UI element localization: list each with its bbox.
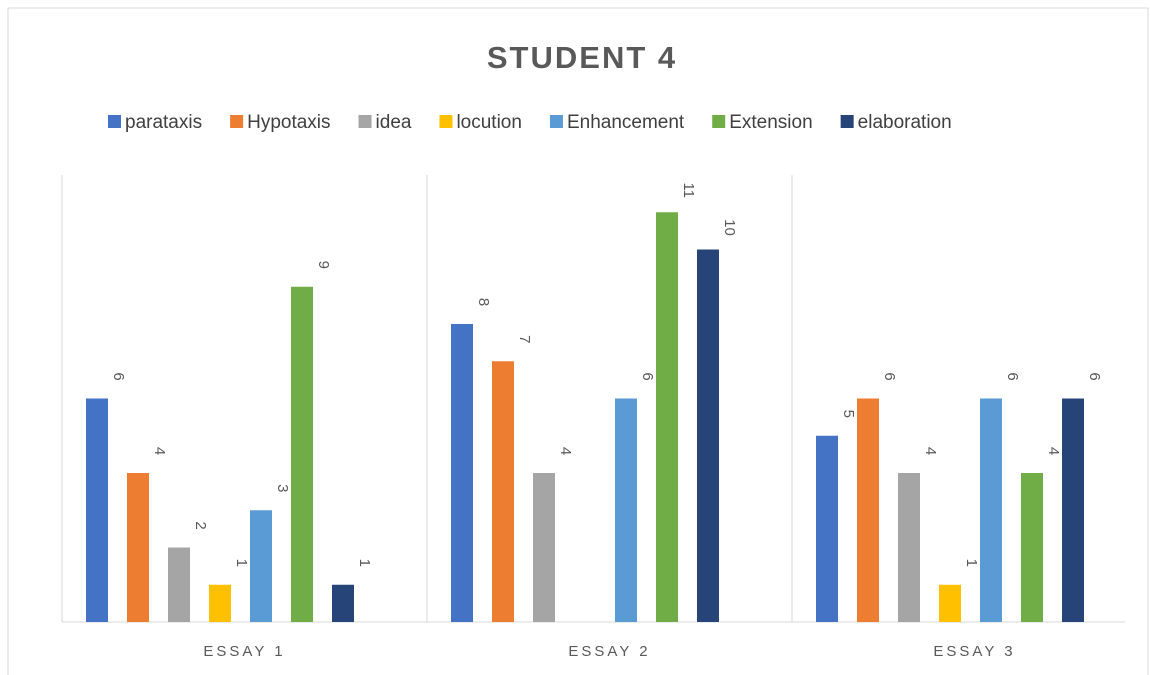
data-label: 4: [922, 447, 939, 455]
x-tick-label: ESSAY 2: [568, 643, 650, 660]
data-label: 1: [963, 559, 980, 567]
legend-swatch: [549, 115, 563, 128]
data-label: 10: [721, 219, 738, 236]
data-label: 4: [1045, 447, 1062, 455]
legend-label: parataxis: [125, 112, 202, 133]
data-label: 4: [151, 447, 168, 455]
bar: [332, 584, 354, 622]
bar: [816, 435, 838, 622]
x-tick-label: ESSAY 3: [933, 643, 1015, 660]
data-label: 4: [557, 447, 574, 455]
data-label: 11: [680, 182, 697, 198]
legend-label: locution: [456, 112, 522, 133]
chart-frame: [7, 7, 1149, 675]
legend-swatch: [439, 115, 453, 128]
bar: [86, 398, 108, 622]
bar: [1021, 473, 1043, 622]
legend-label: Extension: [729, 112, 812, 133]
data-label: 6: [110, 372, 127, 380]
legend-swatch: [712, 115, 726, 128]
bar: [168, 547, 190, 622]
legend-swatch: [230, 115, 244, 128]
bar: [980, 398, 1002, 622]
data-label: 9: [315, 261, 332, 269]
data-label: 6: [881, 372, 898, 380]
bar: [615, 398, 637, 622]
data-label: 6: [639, 372, 656, 380]
bar: [898, 473, 920, 622]
data-label: 1: [356, 559, 373, 567]
data-label: 7: [516, 335, 533, 343]
bar: [697, 249, 719, 622]
bar: [209, 584, 231, 622]
legend-swatch: [840, 115, 854, 128]
legend-label: Hypotaxis: [247, 112, 330, 133]
legend-swatch: [358, 115, 372, 128]
bar: [533, 473, 555, 622]
data-label: 1: [233, 559, 250, 567]
bar: [451, 324, 473, 622]
data-label: 8: [475, 298, 492, 306]
bar: [1062, 398, 1084, 622]
data-label: 5: [840, 410, 857, 418]
legend-label: idea: [376, 112, 412, 133]
legend-swatch: [108, 115, 121, 128]
bar: [291, 286, 313, 622]
chart-title: STUDENT 4: [487, 40, 677, 75]
bar: [857, 398, 879, 622]
bar: [127, 473, 149, 622]
data-label: 6: [1086, 372, 1103, 380]
legend-label: Enhancement: [567, 112, 685, 133]
data-label: 2: [192, 521, 209, 529]
x-tick-label: ESSAY 1: [203, 643, 285, 660]
bar: [492, 361, 514, 622]
data-label: 3: [274, 484, 291, 492]
legend-label: elaboration: [858, 112, 952, 133]
data-label: 6: [1004, 372, 1021, 380]
bar: [250, 510, 272, 622]
bar: [656, 212, 678, 622]
bar: [939, 584, 961, 622]
